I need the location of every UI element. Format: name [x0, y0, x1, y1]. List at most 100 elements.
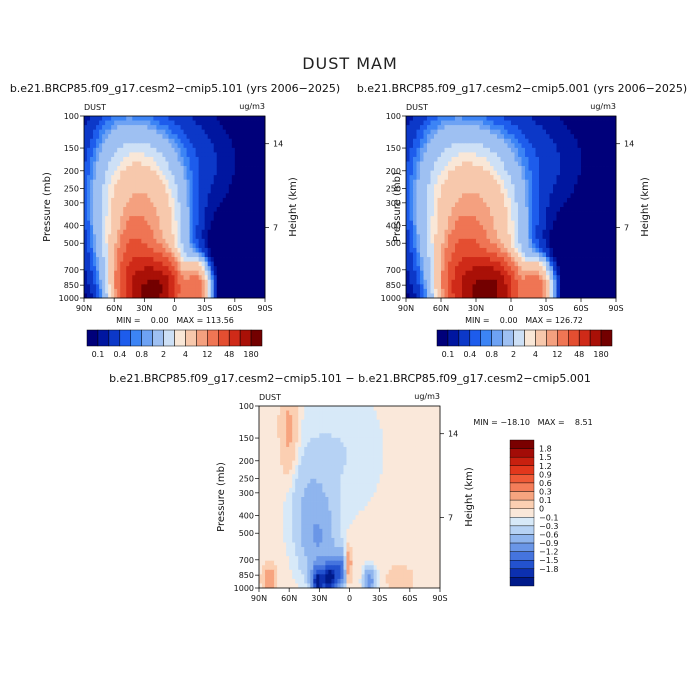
- panel-left-cell: [129, 293, 133, 299]
- panel-right-cell: [409, 179, 414, 185]
- panel-right-cell: [602, 202, 606, 208]
- panel-left-cell: [126, 134, 130, 140]
- panel-right-cell: [476, 266, 480, 272]
- panel-left-cell: [171, 179, 175, 185]
- panel-right-cell: [588, 202, 592, 208]
- panel-left-cell: [153, 147, 157, 153]
- panel-left-cell: [237, 261, 242, 267]
- panel-right-cell: [612, 266, 617, 272]
- panel-right-cell: [476, 247, 480, 253]
- panel-left-cell: [144, 288, 148, 294]
- panel-left-cell: [225, 143, 230, 149]
- panel-right-cell: [542, 197, 547, 203]
- panel-left-cell: [90, 216, 94, 222]
- panel-left-cell: [117, 211, 121, 217]
- panel-right-cell: [406, 152, 410, 158]
- panel-left-cell: [252, 170, 257, 176]
- panel-left-cell: [108, 166, 112, 171]
- panel-right-cell: [560, 138, 564, 144]
- panel-right-cell: [483, 116, 487, 121]
- panel-left-cell: [249, 129, 254, 135]
- panel-right-cell: [584, 284, 589, 290]
- panel-left-cell: [102, 247, 106, 253]
- panel-left-cell: [234, 261, 239, 267]
- panel-right-cell: [406, 156, 410, 162]
- panel-left-cell: [219, 161, 224, 167]
- panel-left-cell: [147, 193, 151, 199]
- panel-right-cell: [598, 243, 603, 249]
- panel-left-cell: [162, 143, 166, 149]
- panel-right-cell: [577, 279, 582, 285]
- panel-right-cell: [595, 138, 599, 144]
- panel-right-cell: [577, 243, 582, 249]
- panel-left-cell: [210, 270, 215, 276]
- panel-right-cell: [416, 129, 421, 135]
- panel-right-colorbar-swatch: [578, 329, 591, 347]
- panel-right-cell: [577, 247, 582, 253]
- panel-right-cell: [535, 147, 540, 153]
- panel-left-cell: [156, 152, 160, 158]
- panel-left-cell: [228, 188, 233, 194]
- panel-right-cell: [479, 161, 484, 167]
- panel-right-cell: [584, 229, 589, 235]
- panel-right-cell: [595, 147, 599, 153]
- panel-right-cell: [577, 138, 582, 144]
- panel-right-cell: [472, 161, 477, 167]
- panel-right-cell: [434, 143, 438, 149]
- panel-right-cell: [465, 275, 470, 281]
- panel-left-cell: [261, 225, 266, 231]
- panel-right-cell: [581, 193, 585, 199]
- panel-left-cell: [204, 193, 209, 199]
- panel-right-cell: [535, 293, 540, 299]
- panel-right-cell: [584, 184, 589, 190]
- panel-left-cell: [186, 216, 190, 222]
- panel-right-cell: [612, 275, 617, 281]
- panel-right-cell: [423, 211, 428, 217]
- panel-right-cell: [588, 197, 592, 203]
- panel-left-cell: [84, 247, 88, 253]
- panel-right-cell: [455, 116, 459, 121]
- panel-right-cell: [500, 261, 505, 267]
- panel-right-cell: [514, 279, 519, 285]
- panel-left-cell: [144, 138, 148, 144]
- panel-left-cell: [180, 247, 184, 253]
- panel-right-cell: [458, 156, 463, 162]
- panel-right-cell: [437, 220, 442, 226]
- panel-right-cell: [497, 238, 501, 244]
- panel-left-cell: [192, 166, 197, 171]
- panel-left-cell: [108, 229, 112, 235]
- panel-right-cell: [504, 275, 508, 281]
- panel-left-cell: [114, 220, 118, 226]
- panel-diff-cell: [322, 406, 326, 411]
- panel-left-cell: [117, 216, 121, 222]
- panel-left-cell: [168, 152, 172, 158]
- panel-right-cell: [409, 138, 414, 144]
- panel-left-cell: [180, 257, 184, 262]
- panel-left-cell: [228, 252, 233, 258]
- panel-right-cell: [465, 207, 470, 212]
- panel-right-cell: [549, 279, 554, 285]
- panel-left-cell: [189, 288, 193, 294]
- panel-right-cell: [507, 147, 512, 153]
- panel-right-cell: [497, 116, 501, 121]
- panel-right-cell: [472, 261, 477, 267]
- panel-right-cell: [490, 143, 494, 149]
- panel-right-cell: [553, 202, 557, 208]
- panel-left-cell: [114, 288, 118, 294]
- panel-right-cell: [430, 166, 435, 171]
- panel-right-cell: [437, 156, 442, 162]
- panel-right-cell: [584, 170, 589, 176]
- panel-left-cell: [102, 166, 106, 171]
- panel-right-cell: [546, 147, 550, 153]
- panel-right-cell: [591, 129, 596, 135]
- panel-left-cell: [240, 166, 245, 171]
- panel-left-cell: [126, 120, 130, 126]
- panel-left-cell: [240, 207, 245, 212]
- panel-left-cell: [228, 247, 233, 253]
- panel-right-cell: [486, 152, 491, 158]
- panel-right-cell: [535, 125, 540, 131]
- panel-left-cell: [84, 211, 88, 217]
- panel-left-cell: [132, 216, 136, 222]
- panel-left-cell: [150, 147, 154, 153]
- panel-right-cell: [581, 197, 585, 203]
